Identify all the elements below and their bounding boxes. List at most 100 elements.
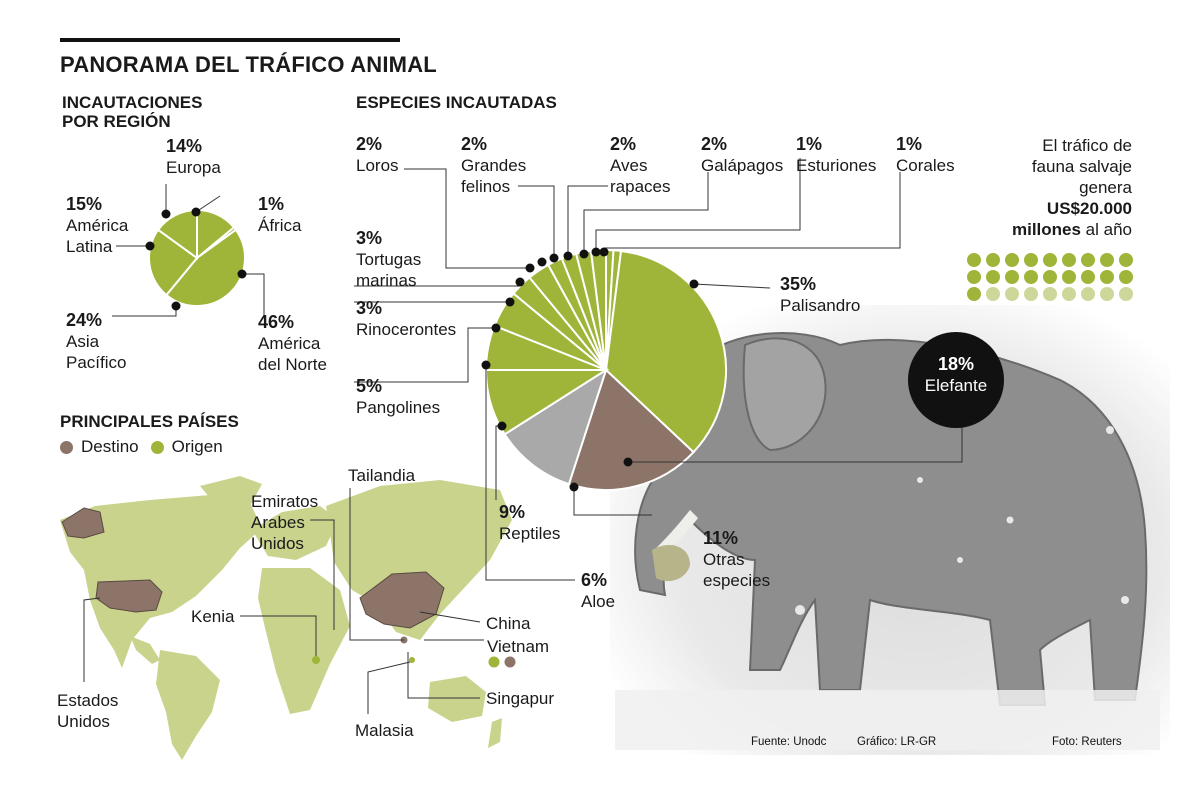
country-china: China bbox=[486, 614, 531, 633]
species-label-esturiones: 1% Esturiones bbox=[796, 134, 877, 175]
countries-title: PRINCIPALES PAÍSES bbox=[60, 412, 239, 431]
money-dot bbox=[1043, 270, 1057, 284]
map-leader-lines bbox=[83, 488, 484, 714]
usa-destination bbox=[95, 579, 163, 613]
country-malasia: Malasia bbox=[355, 721, 414, 740]
country-kenia: Kenia bbox=[191, 607, 235, 626]
elephant-ear bbox=[742, 337, 827, 452]
money-dot bbox=[1062, 253, 1076, 267]
country-markers bbox=[61, 507, 516, 668]
species-label-aloe: 6% Aloe bbox=[581, 570, 616, 611]
map-south-america bbox=[156, 650, 220, 760]
legend-origen-swatch bbox=[150, 440, 164, 454]
money-dot bbox=[1005, 270, 1019, 284]
money-dot-light bbox=[986, 287, 1000, 301]
money-dot bbox=[1005, 253, 1019, 267]
species-label-aves-rapaces: 2% Aves rapaces bbox=[610, 134, 671, 196]
alaska-destination bbox=[61, 507, 105, 539]
region-pie-chart bbox=[148, 208, 246, 307]
elephant-photo bbox=[634, 332, 1148, 706]
china-destination bbox=[359, 571, 445, 629]
money-dot bbox=[1043, 253, 1057, 267]
map-north-america bbox=[60, 495, 262, 668]
species-slice-palisandro bbox=[604, 249, 727, 454]
title-rule bbox=[60, 38, 400, 42]
vietnam-origin-dot bbox=[488, 656, 500, 668]
region-title-line1: INCAUTACIONES bbox=[62, 93, 203, 112]
money-dot bbox=[1024, 270, 1038, 284]
region-slice-asia-pacifico bbox=[148, 228, 199, 297]
species-leader-dots bbox=[481, 247, 699, 492]
money-dot bbox=[1024, 253, 1038, 267]
side-note-millones: millones bbox=[1011, 220, 1081, 239]
species-label-pangolines: 5% Pangolines bbox=[356, 376, 441, 417]
legend-destino-label: Destino bbox=[81, 437, 139, 456]
species-label-corales: 1% Corales bbox=[896, 134, 955, 175]
side-note-line2: fauna salvaje bbox=[1031, 157, 1132, 176]
species-title: ESPECIES INCAUTADAS bbox=[356, 93, 557, 112]
region-leader-dots bbox=[145, 207, 247, 311]
money-dot bbox=[967, 253, 981, 267]
country-emiratos-line1: Emiratos bbox=[251, 492, 319, 511]
species-slice-otras-especies bbox=[503, 367, 608, 486]
money-dot bbox=[967, 287, 981, 301]
money-dots bbox=[967, 253, 1133, 301]
legend-destino-swatch bbox=[60, 440, 73, 454]
species-pie-chart bbox=[484, 248, 727, 491]
region-title: INCAUTACIONES POR REGIÓN bbox=[62, 93, 202, 131]
region-label-america-norte: 46% América del Norte bbox=[258, 312, 327, 374]
money-dot bbox=[1062, 270, 1076, 284]
money-dot-light bbox=[1119, 287, 1133, 301]
footer-source: Fuente: Unodc bbox=[751, 736, 827, 748]
money-dot bbox=[1119, 270, 1133, 284]
countries-legend: Destino Origen bbox=[60, 437, 223, 457]
country-tailandia: Tailandia bbox=[348, 466, 416, 485]
elephant-hay bbox=[652, 545, 690, 582]
country-vietnam: Vietnam bbox=[487, 637, 550, 656]
region-label-america-latina: 15% América Latina bbox=[66, 194, 129, 256]
species-label-loros: 2% Loros bbox=[356, 134, 399, 175]
country-emiratos: Emiratos Arabes Unidos bbox=[251, 491, 318, 554]
money-dot-light bbox=[1043, 287, 1057, 301]
map-nz bbox=[488, 718, 502, 748]
side-note-line1: El tráfico de bbox=[1042, 136, 1132, 155]
species-slice-elefante bbox=[567, 368, 695, 491]
money-dot bbox=[986, 270, 1000, 284]
footer-photo: Foto: Reuters bbox=[1052, 736, 1122, 748]
map-africa bbox=[258, 568, 350, 714]
species-label-tortugas: 3% Tortugas marinas bbox=[356, 228, 422, 290]
money-dot bbox=[1081, 253, 1095, 267]
country-singapur: Singapur bbox=[486, 689, 555, 708]
country-estados-line1: Estados bbox=[57, 691, 119, 710]
money-dot bbox=[1100, 253, 1114, 267]
species-label-elefante: 18% Elefante bbox=[924, 354, 988, 395]
country-emiratos-line3: Unidos bbox=[251, 534, 304, 553]
side-note-amount: US$20.000 bbox=[1046, 199, 1132, 218]
money-dot bbox=[1119, 253, 1133, 267]
country-estados-unidos: Estados Unidos bbox=[57, 690, 118, 732]
species-label-grandes-felinos: 2% Grandes felinos bbox=[461, 134, 527, 196]
country-estados-line2: Unidos bbox=[57, 712, 110, 731]
money-dot-light bbox=[1100, 287, 1114, 301]
malasia-marker bbox=[409, 657, 415, 663]
money-dot-light bbox=[1081, 287, 1095, 301]
species-label-rinocerontes: 3% Rinocerontes bbox=[356, 298, 457, 339]
kenia-marker bbox=[312, 656, 320, 664]
footer-graphic: Gráfico: LR-GR bbox=[857, 736, 937, 748]
species-label-palisandro: 35% Palisandro bbox=[780, 274, 861, 315]
elephant-badge bbox=[908, 332, 1004, 428]
map-central-america bbox=[130, 636, 160, 664]
region-label-asia-pacifico: 24% Asia Pacífico bbox=[66, 310, 127, 372]
vietnam-destination-dot bbox=[504, 656, 516, 668]
money-dot bbox=[1081, 270, 1095, 284]
region-label-africa: 1% África bbox=[258, 194, 302, 235]
money-dot-light bbox=[1005, 287, 1019, 301]
side-note-al-ano: al año bbox=[1080, 220, 1132, 239]
country-emiratos-line2: Arabes bbox=[251, 513, 305, 532]
photo-ground bbox=[615, 690, 1160, 750]
money-dot-light bbox=[1062, 287, 1076, 301]
money-dot bbox=[967, 270, 981, 284]
map-australia bbox=[428, 676, 486, 722]
species-label-reptiles: 9% Reptiles bbox=[499, 502, 561, 543]
